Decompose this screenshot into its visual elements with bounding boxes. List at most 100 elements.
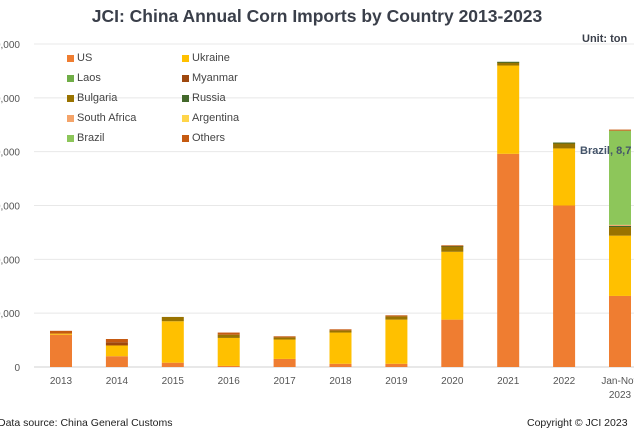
x-tick-label: 2017 bbox=[273, 376, 296, 387]
bar-segment-ukraine bbox=[329, 332, 352, 364]
x-tick-label: 2013 bbox=[50, 376, 73, 387]
data-label-brazil: Brazil, 8,7 bbox=[580, 145, 631, 157]
bar-segment-bulgaria bbox=[609, 227, 631, 236]
legend-swatch bbox=[182, 74, 189, 82]
bar-segment-others bbox=[105, 339, 128, 343]
bar-segment-us bbox=[609, 295, 631, 367]
bar-segment-ukraine bbox=[161, 321, 184, 363]
bar-segment-ukraine bbox=[217, 337, 240, 366]
copyright: Copyright © JCI 2023 bbox=[527, 417, 628, 429]
x-tick-label: 2021 bbox=[497, 376, 520, 387]
legend-item: South Africa bbox=[67, 110, 182, 126]
legend-swatch bbox=[67, 54, 74, 62]
legend-item: Myanmar bbox=[182, 70, 282, 86]
bar-segment-russia bbox=[553, 142, 576, 144]
bar-segment-others bbox=[50, 330, 72, 334]
bar-segment-bulgaria bbox=[441, 246, 464, 252]
bar-segment-ukraine bbox=[273, 339, 296, 359]
legend-swatch bbox=[182, 94, 189, 102]
x-tick-label: 2016 bbox=[218, 376, 241, 387]
bar-segment-russia bbox=[609, 225, 631, 228]
legend-swatch bbox=[67, 134, 74, 142]
y-tick-label: 20,000,000 bbox=[0, 148, 20, 159]
legend-swatch bbox=[67, 74, 74, 82]
legend-label: Bulgaria bbox=[77, 92, 118, 104]
legend-label: Others bbox=[192, 132, 226, 144]
bar-segment-ukraine bbox=[553, 148, 576, 206]
bar-segment-bulgaria bbox=[497, 62, 520, 66]
legend-swatch bbox=[67, 94, 74, 102]
legend-item: Laos bbox=[67, 70, 182, 86]
x-tick-label: Jan-Nov bbox=[601, 376, 634, 387]
bar-segment-bulgaria bbox=[217, 334, 240, 338]
y-tick-label: 30,000,000 bbox=[0, 40, 20, 51]
legend-item: US bbox=[67, 50, 182, 66]
bar-segment-myanmar bbox=[105, 342, 128, 346]
y-tick-label: 15,000,000 bbox=[0, 202, 20, 213]
legend-item: Ukraine bbox=[182, 50, 282, 66]
legend-label: Laos bbox=[77, 72, 101, 84]
bar-segment-us bbox=[217, 365, 240, 367]
bar-segment-us bbox=[385, 363, 408, 367]
legend-item: Russia bbox=[182, 90, 282, 106]
unit-label: Unit: ton bbox=[582, 33, 628, 45]
legend-label: US bbox=[77, 52, 93, 64]
legend-item: Argentina bbox=[182, 110, 282, 126]
bar-segment-others bbox=[329, 329, 352, 331]
bar-segment-ukraine bbox=[497, 65, 520, 154]
legend-swatch bbox=[67, 114, 74, 122]
legend-label: Myanmar bbox=[192, 72, 238, 84]
y-tick-label: 25,000,000 bbox=[0, 94, 20, 105]
x-tick-label: 2019 bbox=[385, 376, 408, 387]
chart-title: JCI: China Annual Corn Imports by Countr… bbox=[91, 6, 543, 26]
y-tick-label: 5,000,000 bbox=[0, 309, 20, 320]
legend-item: Bulgaria bbox=[67, 90, 182, 106]
bar-segment-others bbox=[609, 129, 631, 131]
bar-segment-bulgaria bbox=[273, 337, 296, 340]
bar-segment-us bbox=[273, 358, 296, 367]
bar-segment-ukraine bbox=[105, 345, 128, 357]
legend-label: Russia bbox=[192, 92, 226, 104]
legend-item: Brazil bbox=[67, 130, 182, 146]
data-source: Data source: China General Customs bbox=[0, 417, 173, 429]
bar-segment-ukraine bbox=[609, 235, 631, 296]
bar-segment-us bbox=[441, 319, 464, 367]
x-tick-label: 2022 bbox=[553, 376, 576, 387]
bar-segment-brazil bbox=[609, 130, 631, 225]
bar-segment-us bbox=[553, 205, 576, 367]
bar-segment-others bbox=[273, 336, 296, 338]
bar-segment-us bbox=[105, 356, 128, 367]
bar-segment-ukraine bbox=[385, 319, 408, 364]
bar-segment-others bbox=[441, 245, 464, 247]
bar-segment-south-africa bbox=[609, 224, 631, 226]
legend-swatch bbox=[182, 134, 189, 142]
bar-segment-us bbox=[161, 362, 184, 367]
legend-label: Brazil bbox=[77, 132, 105, 144]
bar-segment-ukraine bbox=[441, 251, 464, 320]
x-tick-label: 2020 bbox=[441, 376, 464, 387]
bar-segment-bulgaria bbox=[329, 330, 352, 333]
legend-label: Argentina bbox=[192, 112, 240, 124]
y-tick-label: 10,000,000 bbox=[0, 255, 20, 266]
bar-segment-bulgaria bbox=[553, 143, 576, 149]
x-tick-label: 2018 bbox=[329, 376, 352, 387]
legend-label: Ukraine bbox=[192, 52, 230, 64]
bar-segment-ukraine bbox=[50, 333, 72, 335]
y-tick-label: 0 bbox=[14, 363, 20, 374]
bar-segment-us bbox=[329, 363, 352, 367]
bar-segment-bulgaria bbox=[385, 316, 408, 320]
bar-segment-russia bbox=[441, 245, 464, 247]
bar-segment-others bbox=[217, 332, 240, 335]
x-tick-label: 2015 bbox=[162, 376, 185, 387]
legend-swatch bbox=[182, 114, 189, 122]
x-tick-label: 2014 bbox=[106, 376, 129, 387]
x-tick-label: 2023 bbox=[609, 390, 632, 401]
bar-segment-others bbox=[385, 315, 408, 317]
bar-segment-us bbox=[50, 334, 72, 367]
legend-item: Others bbox=[182, 130, 282, 146]
bar-segment-russia bbox=[497, 61, 520, 63]
bar-segment-us bbox=[497, 153, 520, 367]
bar-segment-bulgaria bbox=[161, 316, 184, 322]
legend-label: South Africa bbox=[77, 112, 137, 124]
